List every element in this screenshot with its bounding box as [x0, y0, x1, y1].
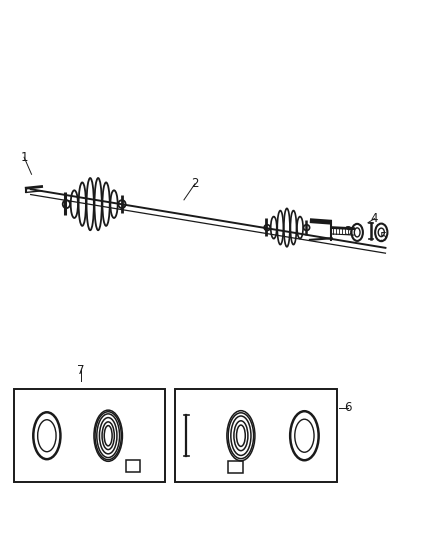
Text: 3: 3 [345, 225, 352, 238]
Text: 7: 7 [77, 364, 85, 377]
Bar [14, 389, 165, 482]
Bar [126, 460, 140, 472]
Bar [175, 389, 337, 482]
Text: 5: 5 [380, 231, 387, 244]
Bar [228, 461, 243, 473]
Text: 1: 1 [20, 151, 28, 164]
Text: 6: 6 [344, 401, 352, 414]
Text: 4: 4 [371, 212, 378, 225]
Text: 2: 2 [191, 177, 199, 190]
